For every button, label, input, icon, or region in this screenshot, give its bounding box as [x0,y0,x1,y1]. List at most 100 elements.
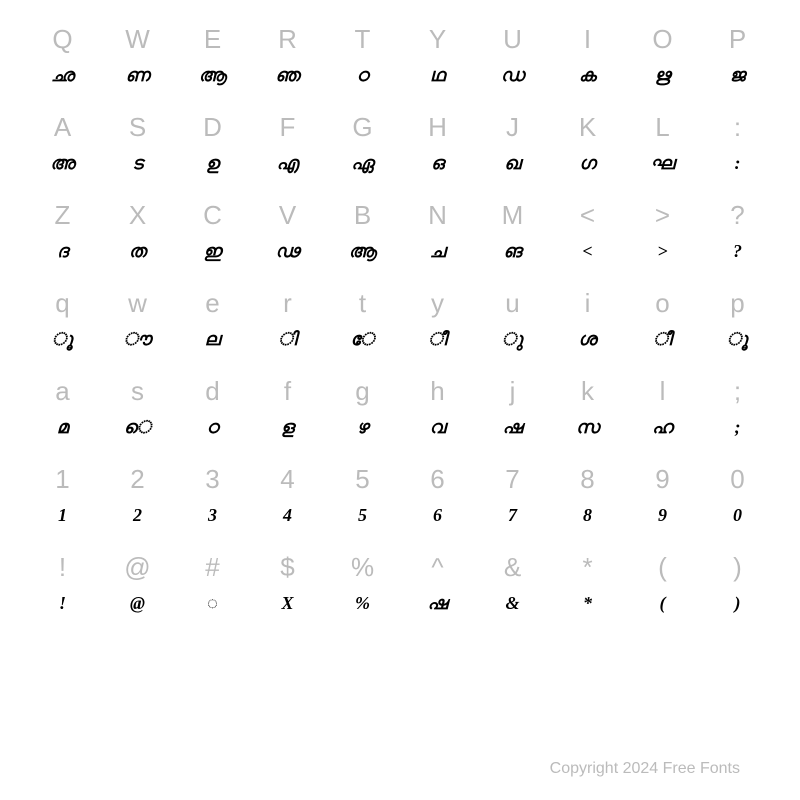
glyph-label: െ [124,410,151,444]
glyph-label: ഉ [206,146,219,180]
charmap-cell: 77 [475,460,550,548]
glyph-label: ആ [199,58,226,92]
key-label: U [503,20,522,58]
glyph-label: ഞ [275,58,299,92]
glyph-label: ഷ [428,586,448,620]
key-label: 8 [580,460,594,498]
glyph-label: ) [735,586,741,620]
charmap-cell: iശ [550,284,625,372]
glyph-label: * [583,586,592,620]
glyph-label: ഠ [207,410,219,444]
key-label: % [351,548,374,586]
charmap-cell: Qഛ [25,20,100,108]
charmap-cell: )) [700,548,775,636]
glyph-label: 2 [133,498,142,532]
glyph-label: 5 [358,498,367,532]
glyph-label: 6 [433,498,442,532]
glyph-label: ൂ [727,322,748,356]
glyph-label: 7 [508,498,517,532]
key-label: Y [429,20,446,58]
glyph-label: 8 [583,498,592,532]
key-label: d [205,372,219,410]
glyph-label: 4 [283,498,292,532]
key-label: I [584,20,591,58]
key-label: * [582,548,592,586]
glyph-label: ൂ [52,322,73,356]
charmap-cell: !! [25,548,100,636]
glyph-label: ; [735,410,741,444]
glyph-label: സ [576,410,599,444]
charmap-cell: (( [625,548,700,636]
charmap-cell: aമ [25,372,100,460]
charmap-cell: 33 [175,460,250,548]
key-label: M [502,196,524,234]
charmap-cell: Hഒ [400,108,475,196]
charmap-cell: Oഋ [625,20,700,108]
charmap-cell: Uഡ [475,20,550,108]
key-label: y [431,284,444,322]
glyph-label: ഛ [51,58,74,92]
key-label: O [652,20,672,58]
key-label: k [581,372,594,410]
charmap-cell: sെ [100,372,175,460]
glyph-label: ങ [503,234,521,268]
charmap-cell: Mങ [475,196,550,284]
charmap-cell: ^ഷ [400,548,475,636]
glyph-label: ദ [57,234,68,268]
charmap-cell: Gഏ [325,108,400,196]
glyph-label: ച [430,234,446,268]
glyph-label: ഘ [650,146,674,180]
glyph-label: ശ [578,322,596,356]
glyph-label: X [281,586,293,620]
charmap-cell: Nച [400,196,475,284]
glyph-label: ക [579,58,596,92]
charmap-cell: 66 [400,460,475,548]
key-label: a [55,372,69,410]
glyph-label: അ [50,146,74,180]
charmap-cell: Pജ [700,20,775,108]
key-label: o [655,284,669,322]
key-label: p [730,284,744,322]
key-label: C [203,196,222,234]
glyph-label: ഡ [501,58,524,92]
key-label: e [205,284,219,322]
glyph-label: ഒ [431,146,444,180]
glyph-label: 0 [733,498,742,532]
glyph-label: മ [57,410,68,444]
glyph-label: ഏ [351,146,373,180]
key-label: Z [55,196,71,234]
key-label: q [55,284,69,322]
key-label: ) [733,548,742,586]
character-map-grid: QഛWണEആRഞTഠYഥUഡIകOഋPജAഅSടDഉFഎGഏHഒJഖKഗLഘ::… [0,0,800,636]
charmap-cell: :: [700,108,775,196]
charmap-cell: #◌ [175,548,250,636]
charmap-cell: kസ [550,372,625,460]
charmap-cell: pൂ [700,284,775,372]
charmap-cell: Aഅ [25,108,100,196]
glyph-label: : [735,146,741,180]
charmap-cell: Wണ [100,20,175,108]
key-label: w [128,284,147,322]
key-label: 6 [430,460,444,498]
glyph-label: ട [132,146,143,180]
key-label: h [430,372,444,410]
glyph-label: < [582,234,592,268]
charmap-cell: Fഎ [250,108,325,196]
glyph-label: ല [205,322,220,356]
charmap-cell: gഴ [325,372,400,460]
glyph-label: ൗ [124,322,151,356]
glyph-label: ീ [428,322,446,356]
key-label: ( [658,548,667,586]
glyph-label: ി [278,322,296,356]
key-label: ^ [431,548,443,586]
glyph-label: ള [281,410,294,444]
charmap-cell: dഠ [175,372,250,460]
glyph-label: ു [502,322,523,356]
key-label: g [355,372,369,410]
key-label: i [585,284,591,322]
charmap-cell: Tഠ [325,20,400,108]
key-label: 9 [655,460,669,498]
key-label: 7 [505,460,519,498]
charmap-cell: 44 [250,460,325,548]
charmap-cell: ?? [700,196,775,284]
